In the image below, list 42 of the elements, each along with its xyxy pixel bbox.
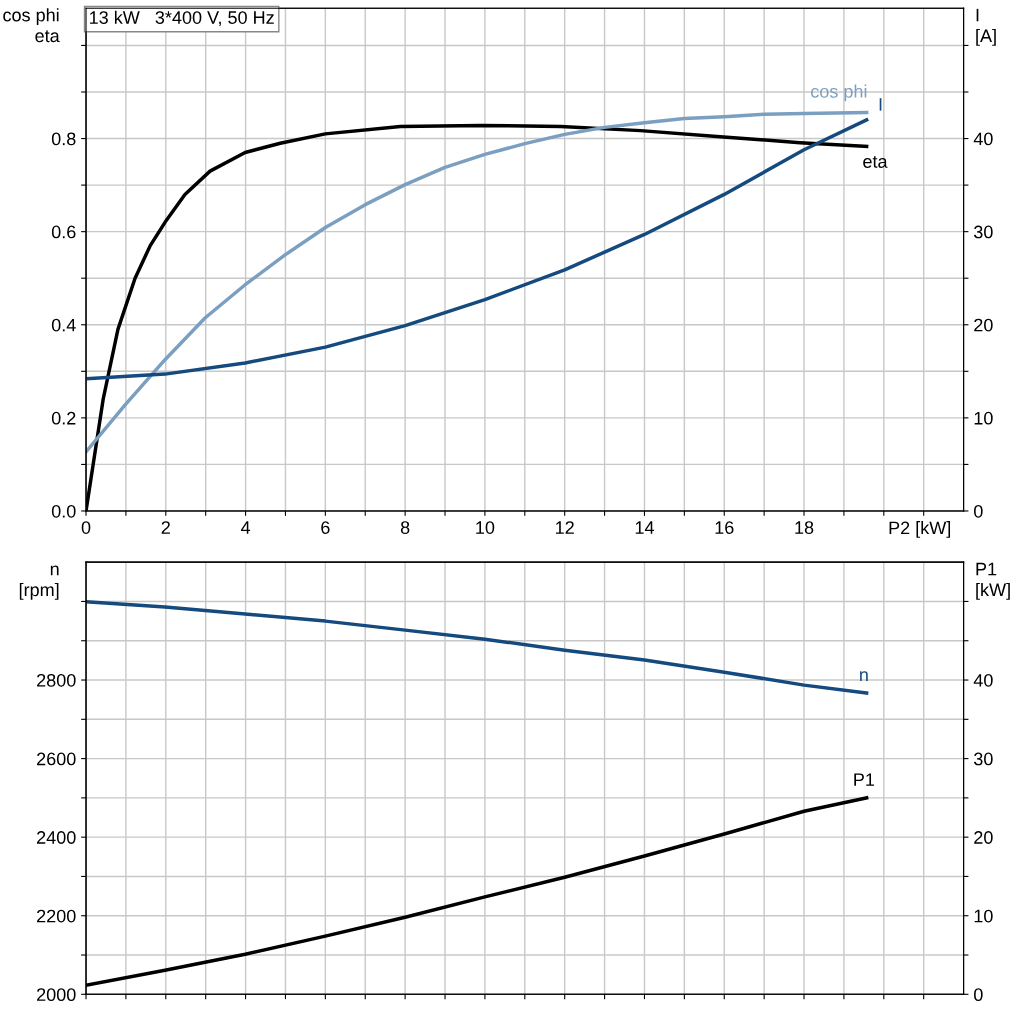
y2-axis-title: I [A] — [976, 8, 996, 46]
chart-title: 13 kW 3*400 V, 50 Hz — [90, 10, 274, 27]
x-tick-label: 8 — [400, 521, 410, 534]
y-axis-title: n [rpm] — [19, 565, 59, 600]
x-tick-label: 6 — [321, 521, 330, 534]
y-tick-label: 2000 — [37, 988, 76, 1002]
y2-axis-title: P1 [kW] — [976, 562, 1010, 600]
x-tick-label: 2 — [161, 521, 170, 534]
series-label: n — [860, 671, 868, 681]
y2-tick-label: 20 — [974, 318, 993, 332]
y2-tick-label: 30 — [973, 752, 993, 766]
series-label: P1 — [854, 773, 875, 786]
y2-tick-label: 40 — [973, 132, 993, 146]
x-tick-label: 4 — [240, 521, 251, 534]
y-tick-label: 2800 — [37, 673, 76, 687]
y2-tick-label: 0 — [974, 504, 983, 518]
y-tick-label: 2200 — [37, 909, 76, 923]
y-tick-label: 0.0 — [51, 504, 76, 518]
x-tick-label: 14 — [635, 521, 654, 534]
x-tick-label: 0 — [81, 521, 91, 534]
x-tick-label: 16 — [715, 521, 734, 534]
y-tick-label: 0.4 — [51, 318, 76, 332]
series-label: eta — [863, 156, 888, 168]
y2-tick-label: 0 — [974, 988, 983, 1002]
y-tick-label: 0.2 — [51, 411, 76, 425]
y2-tick-label: 10 — [974, 909, 993, 923]
y-tick-label: 0.6 — [51, 225, 76, 239]
series-label: I — [879, 98, 882, 111]
line-series — [86, 600, 869, 695]
x-axis-title: P2 [kW] — [889, 521, 951, 538]
y-axis-title: cos phi eta — [3, 8, 60, 43]
x-tick-label: 12 — [556, 521, 574, 534]
y-tick-label: 0.8 — [51, 132, 76, 146]
y2-tick-label: 20 — [974, 831, 993, 844]
y-tick-label: 2400 — [37, 831, 76, 844]
y2-tick-label: 10 — [974, 411, 993, 425]
y-tick-label: 2600 — [37, 752, 76, 766]
y2-tick-label: 30 — [973, 225, 993, 239]
x-tick-label: 18 — [795, 521, 814, 534]
x-tick-label: 10 — [476, 521, 495, 534]
y2-tick-label: 40 — [973, 673, 993, 687]
series-label: cos phi — [811, 84, 867, 102]
